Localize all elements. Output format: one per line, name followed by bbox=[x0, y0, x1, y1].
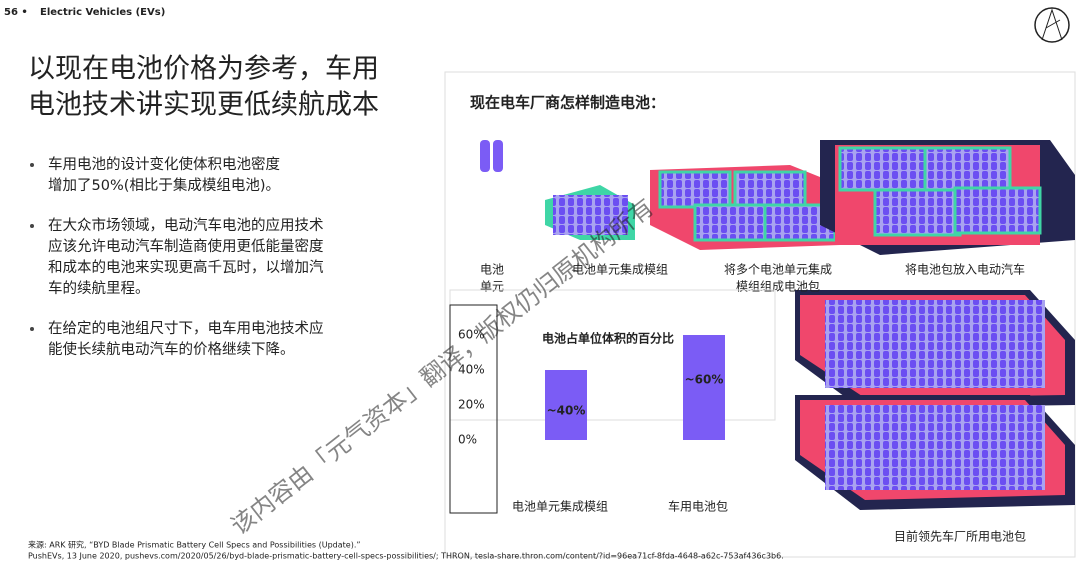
step-label: 模组组成电池包 bbox=[736, 280, 820, 294]
bullet-line: 车用电池的设计变化使体积电池密度 bbox=[48, 156, 280, 173]
step-label: 将多个电池单元集成 bbox=[724, 262, 832, 277]
bullet-dot bbox=[30, 224, 34, 228]
bullet-line: 应该允许电动汽车制造商使用更低能量密度 bbox=[48, 237, 324, 255]
bullet-dot bbox=[30, 163, 34, 167]
source-line: 来源: ARK 研究, “BYD Blade Prismatic Battery… bbox=[28, 540, 361, 550]
x-tick-label: 车用电池包 bbox=[668, 499, 728, 514]
step-label: 电池 bbox=[480, 263, 504, 277]
bullet-line: 在大众市场领域，电动汽车电池的应用技术 bbox=[48, 216, 324, 234]
y-tick-label: 40% bbox=[458, 363, 485, 377]
y-tick-label: 0% bbox=[458, 433, 477, 447]
bullet-dot bbox=[30, 327, 34, 331]
step-label: 单元 bbox=[480, 280, 504, 294]
section: Electric Vehicles (EVs) bbox=[40, 7, 165, 18]
logo bbox=[1034, 7, 1070, 43]
illustrations bbox=[480, 140, 1075, 510]
y-tick-label: 20% bbox=[458, 398, 485, 412]
bullet-line: 车的续航里程。 bbox=[48, 280, 150, 297]
bullet-line: 在给定的电池组尺寸下，电车用电池技术应 bbox=[48, 319, 324, 337]
page-number: 56 • bbox=[4, 7, 28, 18]
source-line: PushEVs, 13 June 2020, pushevs.com/2020/… bbox=[28, 552, 784, 561]
value-label: ~60% bbox=[685, 373, 724, 387]
panel-heading: 现在电车厂商怎样制造电池： bbox=[470, 94, 665, 112]
title-line: 以现在电池价格为参考，车用 bbox=[28, 54, 379, 85]
bullet-line: 和成本的电池来实现更高千瓦时，以增加汽 bbox=[48, 259, 324, 276]
value-label: ~40% bbox=[547, 404, 586, 418]
chart-title: 电池占单位体积的百分比 bbox=[542, 331, 674, 346]
y-tick-label: 60% bbox=[458, 328, 485, 342]
title-line: 电池技术讲实现更低续航成本 bbox=[28, 90, 379, 121]
bullet-line: 能使长续航电动汽车的价格继续下降。 bbox=[48, 341, 295, 358]
axis-frame bbox=[449, 304, 498, 514]
bullet-line: 增加了50%(相比于集成模组电池)。 bbox=[48, 177, 280, 194]
step-label: 电池单元集成模组 bbox=[572, 262, 668, 277]
caption: 目前领先车厂所用电池包 bbox=[894, 529, 1026, 544]
x-tick-label: 电池单元集成模组 bbox=[512, 499, 608, 514]
step-label: 将电池包放入电动汽车 bbox=[905, 262, 1025, 277]
bar bbox=[683, 335, 725, 440]
panel-frame bbox=[444, 71, 1076, 558]
bar bbox=[545, 370, 587, 440]
